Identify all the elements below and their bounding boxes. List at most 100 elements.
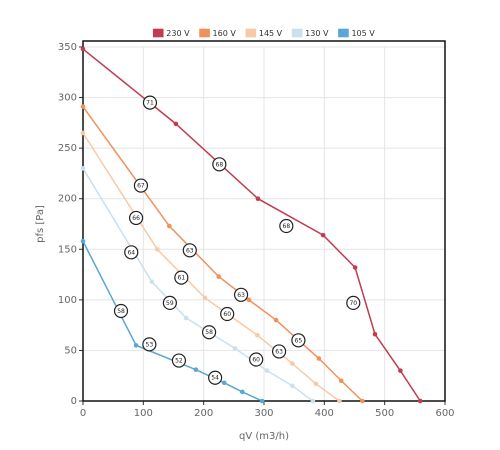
x-tick-label: 200 xyxy=(194,408,213,419)
data-point xyxy=(320,232,326,238)
data-point xyxy=(166,223,172,229)
y-tick-label: 150 xyxy=(58,244,77,255)
annotation-label: 71 xyxy=(146,100,154,107)
annotation-label: 58 xyxy=(117,308,125,315)
x-tick-label: 0 xyxy=(80,408,86,419)
series-line xyxy=(82,132,340,402)
annotation-label: 68 xyxy=(283,223,291,230)
y-tick-label: 100 xyxy=(58,295,77,306)
annotation-circle xyxy=(346,295,361,310)
legend-label: 145 V xyxy=(259,29,283,38)
annotation-circle xyxy=(142,337,157,352)
y-tick-label: 0 xyxy=(71,396,77,407)
data-point xyxy=(313,381,319,387)
legend-label: 105 V xyxy=(351,29,375,38)
legend-label: 230 V xyxy=(166,29,190,38)
data-point xyxy=(360,398,365,404)
legend-label: 160 V xyxy=(213,29,237,38)
y-tick-label: 200 xyxy=(58,194,77,205)
y-tick-label: 350 xyxy=(58,42,77,53)
x-tick-label: 300 xyxy=(254,408,273,419)
data-point xyxy=(264,368,270,373)
annotation-label: 68 xyxy=(216,161,224,168)
x-axis-label: qV (m3/h) xyxy=(239,431,289,442)
annotation-circle xyxy=(162,295,177,310)
data-point xyxy=(154,246,160,252)
x-tick-label: 500 xyxy=(375,408,394,419)
data-point xyxy=(338,378,344,384)
annotation-circle xyxy=(220,306,235,322)
annotation-circle xyxy=(291,333,306,348)
annotation-label: 67 xyxy=(137,183,145,190)
annotation-label: 58 xyxy=(205,329,213,336)
data-point xyxy=(221,380,227,386)
annotation-label: 70 xyxy=(349,300,357,307)
data-point xyxy=(398,368,403,373)
annotation-label: 63 xyxy=(186,247,194,254)
data-point xyxy=(255,332,260,338)
data-point xyxy=(183,315,189,321)
annotation-label: 61 xyxy=(178,275,186,282)
legend: 230 V 160 V 145 V 130 V 105 V xyxy=(152,28,375,38)
x-tick-label: 100 xyxy=(134,408,153,419)
series-line xyxy=(82,106,363,402)
annotation-circle xyxy=(128,210,144,226)
series-line xyxy=(82,167,314,402)
data-point xyxy=(372,331,378,337)
annotation-circle xyxy=(182,243,197,258)
x-tick-label: 400 xyxy=(315,408,334,419)
annotation-label: 59 xyxy=(166,300,174,307)
data-point xyxy=(273,317,279,323)
y-axis-label: pfs [Pa] xyxy=(35,205,46,243)
annotation-label: 54 xyxy=(211,375,219,382)
annotation-label: 60 xyxy=(223,311,231,318)
annotation-circle xyxy=(249,352,264,367)
annotation-circle xyxy=(124,245,139,260)
annotation-circle xyxy=(271,344,287,359)
y-tick-label: 300 xyxy=(58,93,77,104)
annotation-label: 60 xyxy=(252,357,260,364)
legend-swatch xyxy=(245,28,257,38)
annotation-label: 52 xyxy=(175,358,183,365)
annotation-circle xyxy=(133,178,149,193)
y-tick-label: 250 xyxy=(58,143,77,154)
annotation-label: 64 xyxy=(127,249,135,256)
legend-swatch xyxy=(199,28,210,38)
y-tick-label: 50 xyxy=(64,345,77,356)
annotation-circle xyxy=(171,353,187,368)
data-point xyxy=(173,121,179,127)
data-point xyxy=(80,46,86,52)
data-point xyxy=(259,398,265,404)
data-point xyxy=(80,104,86,109)
annotation-circle xyxy=(201,325,217,340)
data-point xyxy=(417,398,423,404)
annotation-label: 66 xyxy=(132,215,140,222)
data-point xyxy=(255,196,261,202)
legend-label: 130 V xyxy=(305,29,329,38)
annotation-label: 63 xyxy=(275,348,283,355)
data-point xyxy=(80,238,86,244)
annotation-circle xyxy=(174,270,189,285)
series-line xyxy=(82,48,421,402)
data-point xyxy=(80,166,86,171)
annotation-circle xyxy=(212,157,227,172)
data-point xyxy=(232,346,238,351)
data-point xyxy=(290,361,295,366)
annotation-circle xyxy=(113,303,129,319)
data-point xyxy=(246,297,252,303)
annotation-circle xyxy=(208,370,223,385)
annotation-circle xyxy=(279,218,294,234)
data-point xyxy=(239,389,245,395)
annotation-label: 65 xyxy=(295,337,303,344)
data-point xyxy=(290,383,295,389)
x-tick-label: 600 xyxy=(435,408,454,419)
data-point xyxy=(316,356,322,361)
data-point xyxy=(80,130,86,136)
data-point xyxy=(202,295,208,301)
legend-swatch xyxy=(291,28,303,38)
annotation-label: 63 xyxy=(237,292,245,299)
data-point xyxy=(352,265,358,270)
data-point xyxy=(216,274,222,279)
annotation-circle xyxy=(233,287,249,302)
annotation-circle xyxy=(142,95,158,110)
